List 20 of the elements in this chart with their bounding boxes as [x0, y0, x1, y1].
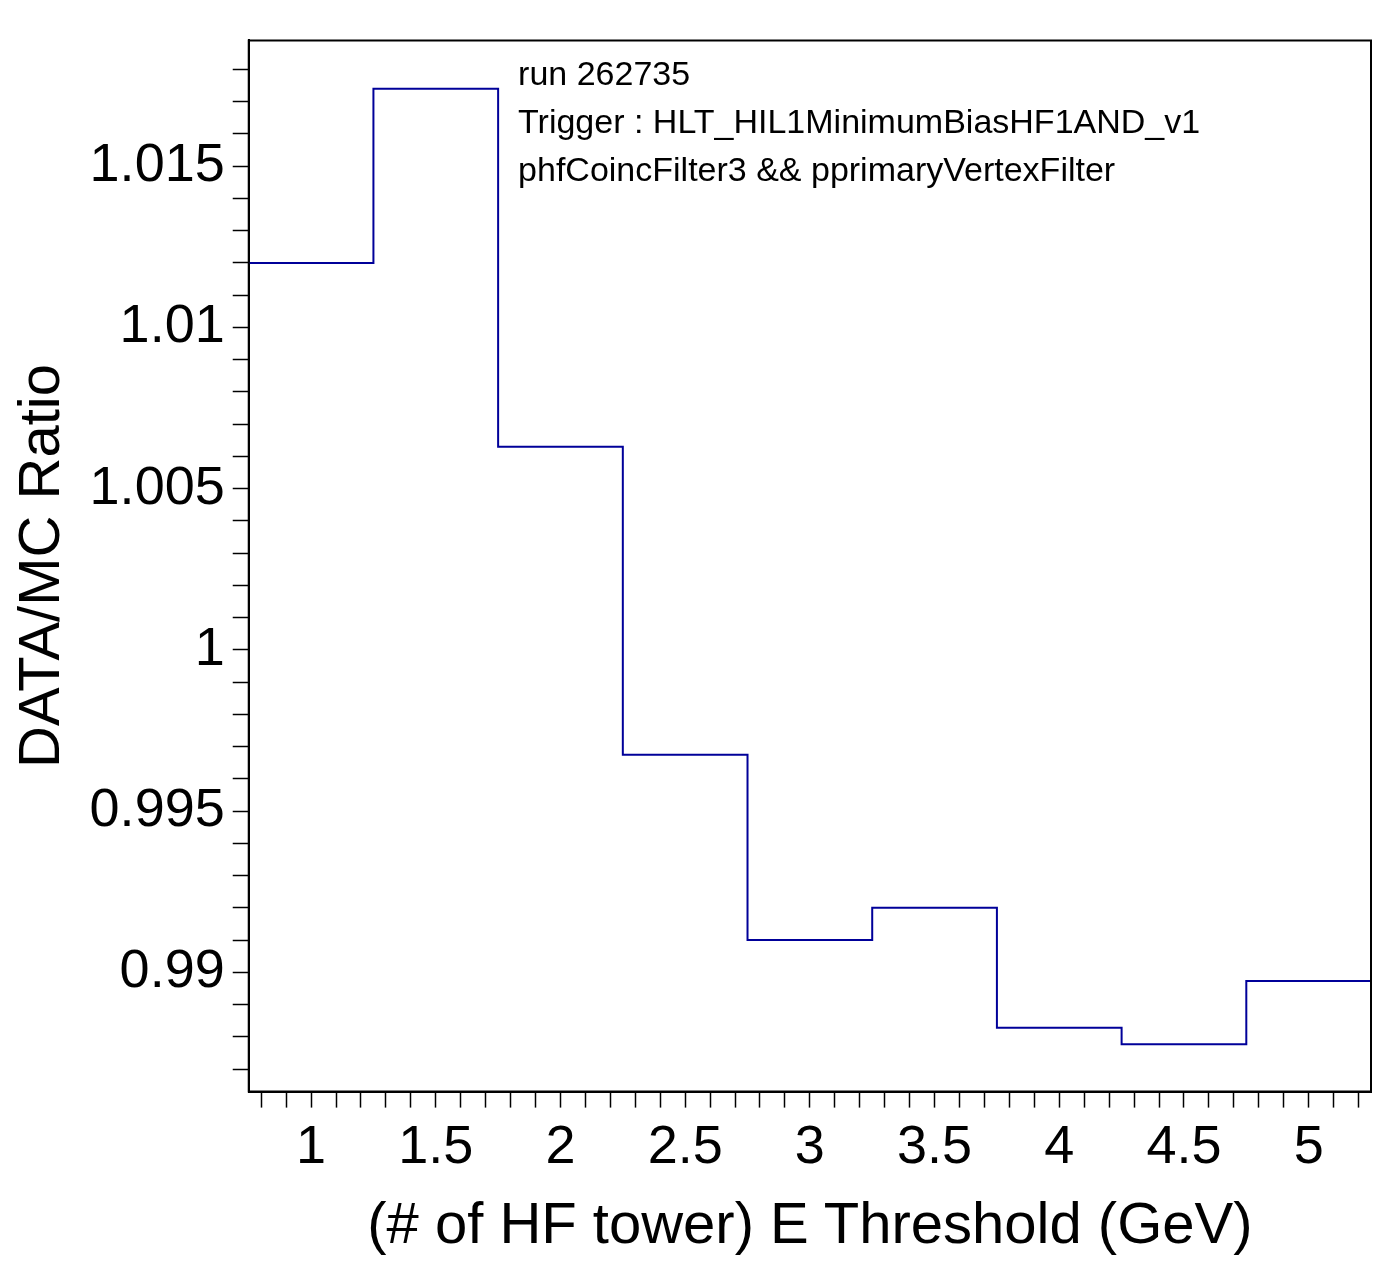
y-tick-label: 0.995	[89, 776, 225, 837]
x-tick-label: 3.5	[897, 1113, 973, 1174]
x-tick-label: 4.5	[1146, 1113, 1222, 1174]
x-tick-label: 2	[545, 1113, 576, 1174]
x-tick-label: 3	[794, 1113, 825, 1174]
annotation: phfCoincFilter3 && pprimaryVertexFilter	[518, 149, 1116, 188]
y-tick-label: 1	[194, 615, 225, 676]
x-tick-label: 1.5	[398, 1113, 474, 1174]
x-tick-label: 2.5	[647, 1113, 723, 1174]
y-tick-label: 1.01	[119, 293, 225, 354]
y-tick-label: 0.99	[119, 938, 225, 999]
y-tick-label: 1.015	[89, 132, 225, 193]
annotation: run 262735	[518, 53, 691, 92]
x-tick-label: 5	[1293, 1113, 1324, 1174]
x-tick-label: 1	[296, 1113, 327, 1174]
y-tick-label: 1.005	[89, 454, 225, 515]
annotation: Trigger : HLT_HIL1MinimumBiasHF1AND_v1	[518, 101, 1201, 140]
x-axis-title: (# of HF tower) E Threshold (GeV)	[367, 1190, 1253, 1256]
x-tick-label: 4	[1044, 1113, 1075, 1174]
y-axis-title: DATA/MC Ratio	[5, 364, 71, 768]
